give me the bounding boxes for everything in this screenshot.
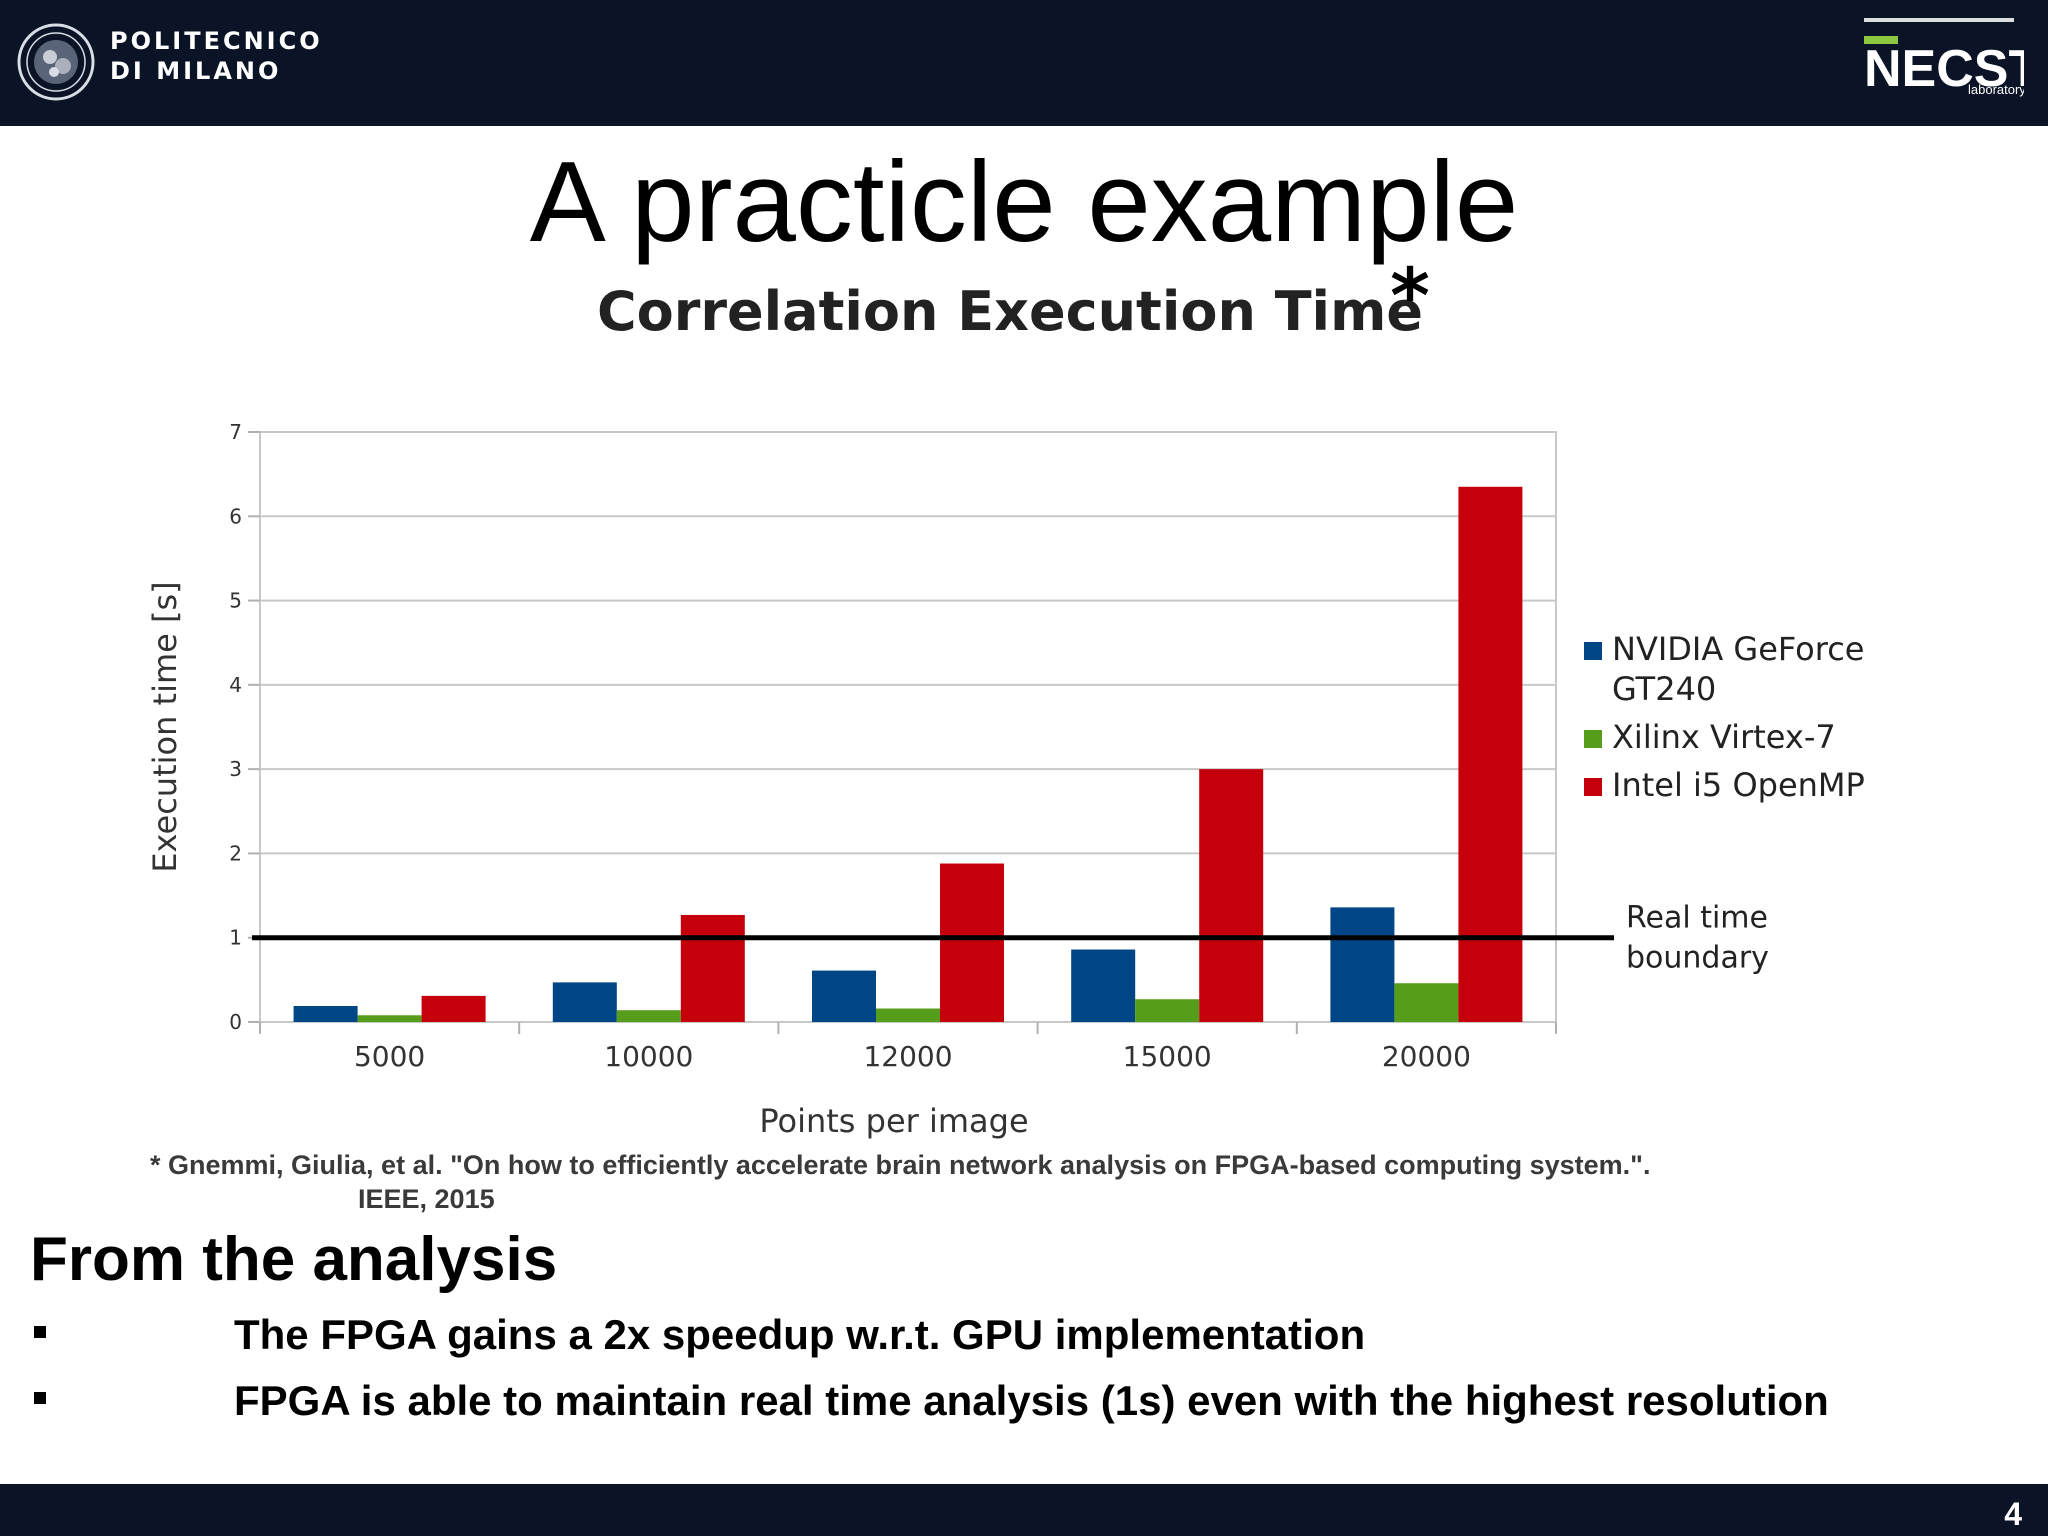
x-tick-label: 12000 — [863, 1040, 952, 1073]
bar — [940, 863, 1004, 1022]
slide-title: A practicle example — [529, 139, 1519, 266]
legend-label: NVIDIA GeForce — [1612, 630, 1864, 668]
university-name-line1: POLITECNICO — [110, 27, 323, 55]
y-tick-label: 1 — [229, 926, 242, 950]
bar — [616, 1010, 681, 1022]
reference-line-label: boundary — [1626, 941, 1769, 976]
bar — [357, 1015, 422, 1022]
bullet-square-icon — [34, 1392, 46, 1404]
lab-logo: NECST laboratory — [1864, 18, 2024, 98]
bar — [876, 1008, 940, 1022]
legend-swatch — [1584, 730, 1602, 748]
header-bar: POLITECNICO DI MILANO NECST laboratory — [0, 0, 2048, 126]
bar — [680, 914, 745, 1022]
university-name: POLITECNICO DI MILANO — [110, 26, 323, 86]
legend-label: GT240 — [1612, 670, 1716, 708]
x-axis-label: Points per image — [759, 1102, 1028, 1140]
y-tick-label: 2 — [229, 841, 242, 865]
legend-swatch — [1584, 778, 1602, 796]
university-seal-icon — [17, 23, 95, 101]
bar-chart: Correlation Execution Time* 0 1 2 3 4 5 6 7 5000 1… — [146, 251, 1865, 1140]
chart-title: Correlation Execution Time — [597, 280, 1423, 343]
section-heading: From the analysis — [30, 1225, 558, 1294]
x-tick-label: 15000 — [1123, 1040, 1212, 1073]
y-tick-label: 0 — [229, 1010, 242, 1034]
reference-line-label: Real time — [1626, 901, 1768, 936]
university-name-line2: DI MILANO — [110, 57, 282, 85]
bar — [552, 982, 617, 1022]
citation-line2: IEEE, 2015 — [358, 1184, 495, 1214]
y-tick-label: 7 — [229, 420, 242, 444]
citation-line1: * Gnemmi, Giulia, et al. "On how to effi… — [150, 1150, 1651, 1180]
y-tick-label: 6 — [229, 504, 242, 528]
x-tick-label: 5000 — [354, 1040, 425, 1073]
footer-bar — [0, 1484, 2048, 1536]
y-tick-label: 4 — [229, 673, 242, 697]
x-tick-label: 10000 — [604, 1040, 693, 1073]
legend-swatch — [1584, 642, 1602, 660]
bar — [293, 1005, 358, 1022]
bar — [1135, 999, 1200, 1022]
y-axis-label: Execution time [s] — [146, 581, 184, 872]
lab-logo-text: NECST — [1864, 40, 2024, 98]
bar — [1199, 769, 1264, 1022]
citation: * Gnemmi, Giulia, et al. "On how to effi… — [150, 1148, 1850, 1216]
bar — [1071, 949, 1136, 1022]
y-tick-label: 3 — [229, 757, 242, 781]
chart-title-marker: * — [1390, 251, 1430, 340]
bar — [1394, 983, 1459, 1022]
y-tick-label: 5 — [229, 589, 242, 613]
bar — [812, 970, 876, 1022]
x-tick-label: 20000 — [1382, 1040, 1471, 1073]
lab-logo-subtext: laboratory — [1968, 82, 2024, 97]
legend-label: Xilinx Virtex-7 — [1612, 718, 1836, 756]
bullet-text: FPGA is able to maintain real time analy… — [234, 1377, 1829, 1424]
bar — [1458, 486, 1523, 1022]
bar — [421, 995, 486, 1022]
bullet-text: The FPGA gains a 2x speedup w.r.t. GPU i… — [234, 1311, 1366, 1358]
page-number: 4 — [2004, 1496, 2022, 1532]
bar — [1330, 907, 1395, 1022]
bullet-square-icon — [34, 1326, 46, 1338]
legend-label: Intel i5 OpenMP — [1612, 766, 1865, 804]
